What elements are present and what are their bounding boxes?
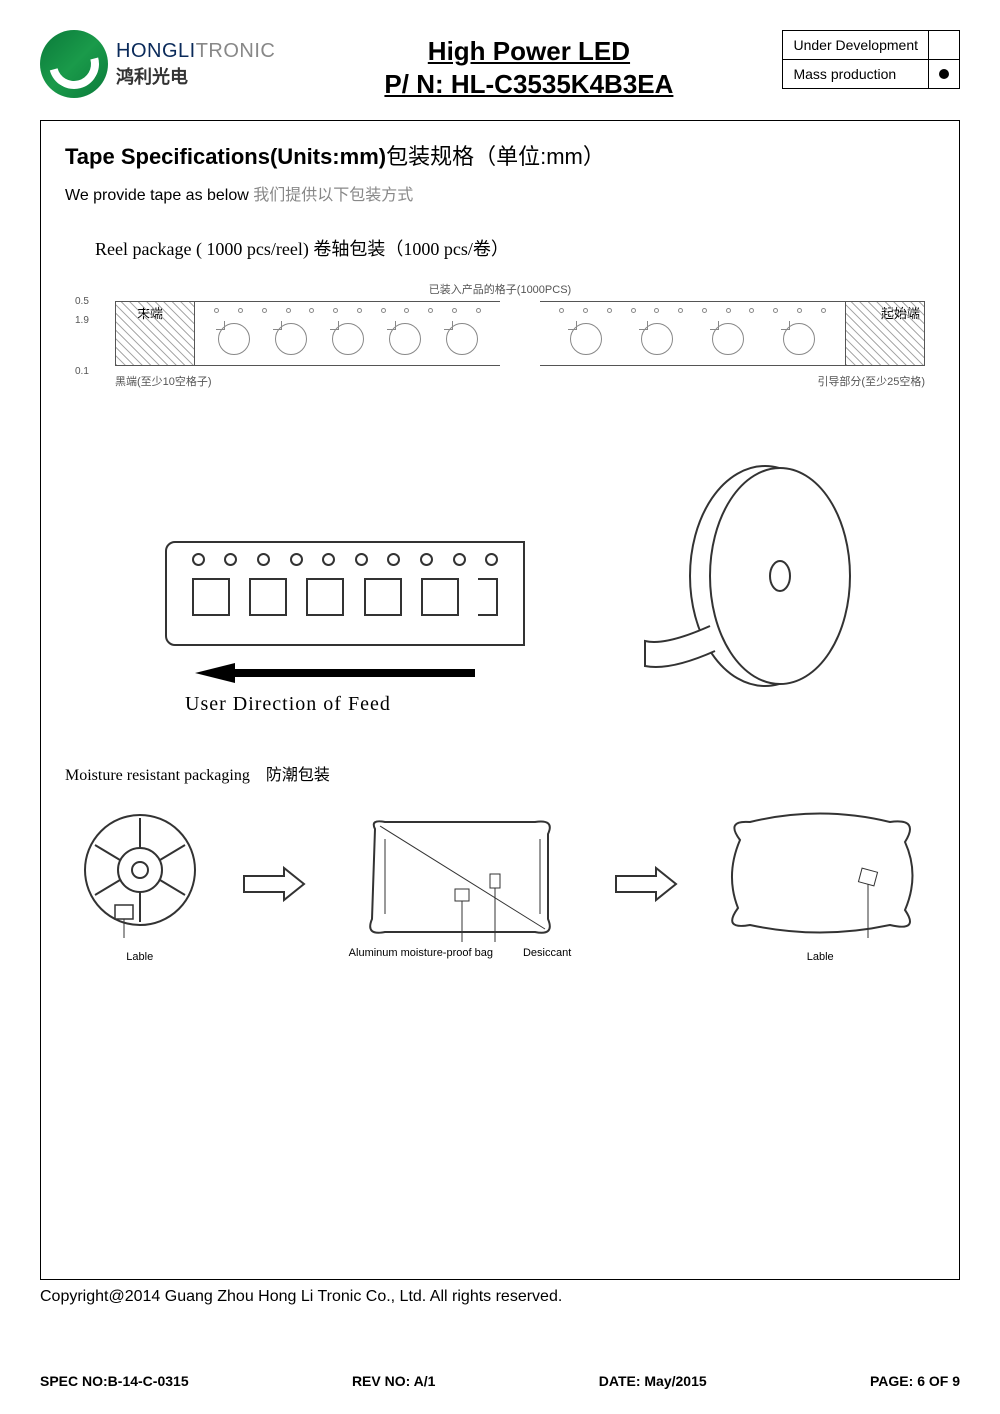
- pkg-label1: Lable: [80, 951, 200, 963]
- pkg-label4: Lable: [720, 951, 920, 963]
- reel-side-icon: [625, 461, 855, 691]
- brand-light: TRONIC: [196, 40, 276, 62]
- logo-icon: [40, 30, 108, 98]
- status-row2-mark: [929, 60, 960, 89]
- tape-strip-diagram: 已装入产品的格子(1000PCS) 0.5 1.9 0.1 末端 起始端: [65, 281, 935, 411]
- subtitle-en: We provide tape as below: [65, 187, 249, 204]
- tape-hatch-right: [845, 301, 925, 366]
- feed-text: User Direction of Feed: [185, 693, 391, 716]
- content-box: Tape Specifications(Units:mm)包装规格（单位:mm）…: [40, 120, 960, 1280]
- tape-below-labels: 黑端(至少10空格子) 引导部分(至少25空格): [115, 373, 925, 389]
- reel-en: Reel package ( 1000 pcs/reel): [95, 239, 309, 259]
- dim-c: 0.1: [75, 366, 89, 377]
- flow-arrow-icon: [239, 864, 309, 909]
- section-title: Tape Specifications(Units:mm)包装规格（单位:mm）: [65, 139, 935, 171]
- status-row1-mark: [929, 31, 960, 60]
- reel-front-icon: [80, 810, 200, 940]
- pkg-label2: Aluminum moisture-proof bag: [349, 947, 493, 959]
- tape-top-label: 已装入产品的格子(1000PCS): [429, 281, 571, 297]
- packaging-flow: Lable Aluminum moisture-proof bag Desicc…: [65, 810, 935, 963]
- brand-cn: 鸿利光电: [116, 63, 275, 89]
- bag-icon: [360, 814, 560, 944]
- feed-tape: [165, 541, 525, 646]
- status-row2: Mass production: [783, 60, 929, 89]
- flow-arrow-icon-2: [611, 864, 681, 909]
- tape-gap: [500, 301, 540, 366]
- footer-rev: REV NO: A/1: [352, 1373, 436, 1389]
- subtitle: We provide tape as below 我们提供以下包装方式: [65, 181, 935, 205]
- pkg-pillow: Lable: [720, 810, 920, 963]
- moisture-cn: 防潮包装: [266, 767, 330, 784]
- footer-spec: SPEC NO:B-14-C-0315: [40, 1373, 189, 1389]
- tape-slots-left: [195, 301, 500, 366]
- feed-arrow-icon: [195, 663, 475, 683]
- dim-b: 1.9: [75, 315, 89, 326]
- copyright: Copyright@2014 Guang Zhou Hong Li Tronic…: [40, 1288, 960, 1306]
- tape-hatch-left: [115, 301, 195, 366]
- pkg-label3: Desiccant: [523, 947, 571, 959]
- footer-page: PAGE: 6 OF 9: [870, 1373, 960, 1389]
- section-title-en: Tape Specifications(Units:mm): [65, 144, 386, 169]
- reel-heading: Reel package ( 1000 pcs/reel) 卷轴包装（1000 …: [95, 235, 935, 261]
- dot-icon: [939, 69, 949, 79]
- dim-a: 0.5: [75, 296, 89, 307]
- tape-bottom-right: 引导部分(至少25空格): [817, 373, 925, 389]
- page-header: HONGLITRONIC 鸿利光电 High Power LED P/ N: H…: [40, 30, 960, 100]
- tape-slots-right: [540, 301, 845, 366]
- title-line2: P/ N: HL-C3535K4B3EA: [275, 68, 782, 101]
- reel-cn: 卷轴包装（1000 pcs/卷）: [313, 239, 509, 259]
- status-row1: Under Development: [783, 31, 929, 60]
- moisture-en: Moisture resistant packaging: [65, 767, 250, 784]
- logo-block: HONGLITRONIC 鸿利光电: [40, 30, 275, 98]
- section-title-cn: 包装规格（单位:mm）: [386, 144, 605, 169]
- dim-left: 0.5 1.9 0.1: [75, 296, 89, 377]
- moisture-title: Moisture resistant packaging 防潮包装: [65, 761, 935, 785]
- pillow-bag-icon: [720, 810, 920, 940]
- title-block: High Power LED P/ N: HL-C3535K4B3EA: [275, 30, 782, 100]
- logo-text: HONGLITRONIC 鸿利光电: [116, 40, 275, 89]
- title-line1: High Power LED: [275, 35, 782, 68]
- feed-diagram: User Direction of Feed: [125, 451, 935, 731]
- pkg-reel: Lable: [80, 810, 200, 963]
- footer-date: DATE: May/2015: [599, 1373, 707, 1389]
- tape-bottom-left: 黑端(至少10空格子): [115, 373, 212, 389]
- status-table: Under Development Mass production: [782, 30, 960, 89]
- tape-body: [115, 301, 925, 366]
- brand-bold: HONGLI: [116, 40, 196, 62]
- pkg-bag: Aluminum moisture-proof bag Desiccant: [349, 814, 572, 959]
- page-footer: SPEC NO:B-14-C-0315 REV NO: A/1 DATE: Ma…: [40, 1373, 960, 1389]
- subtitle-cn: 我们提供以下包装方式: [253, 187, 413, 204]
